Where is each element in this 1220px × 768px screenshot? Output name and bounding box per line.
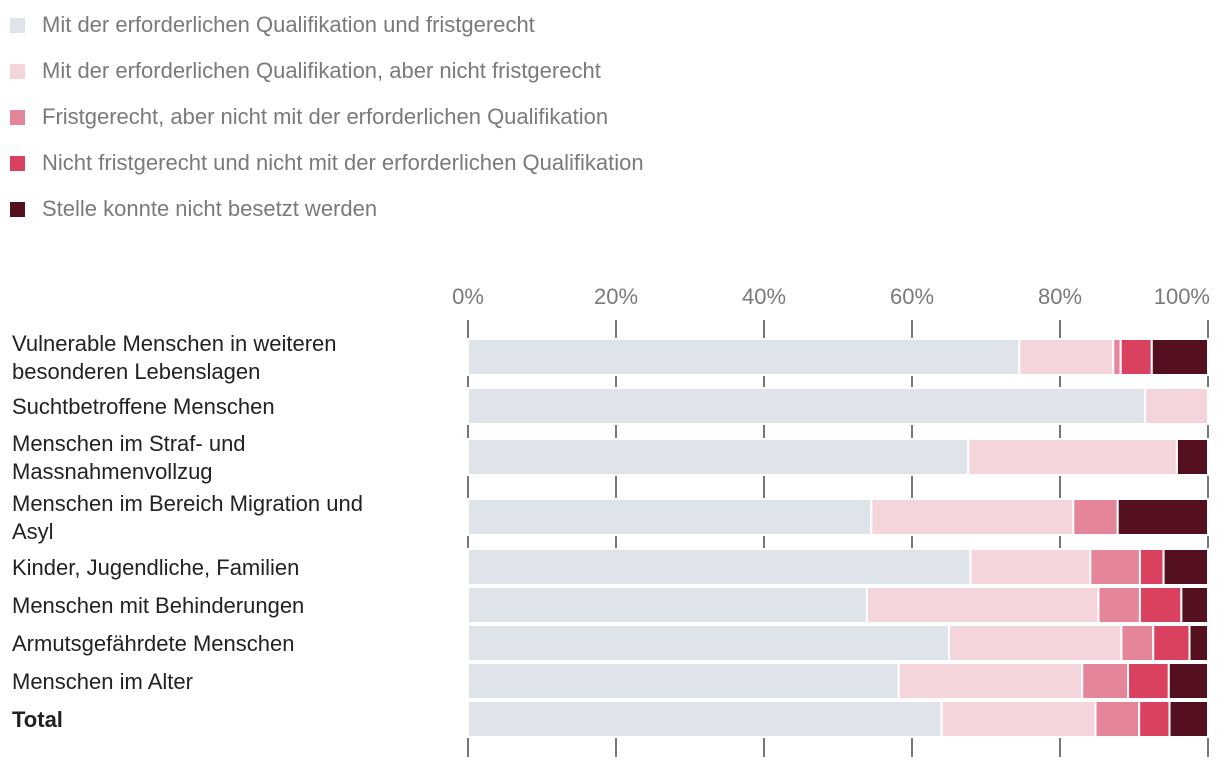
category-label-line: Massnahmenvollzug — [12, 459, 213, 484]
bar-segment-vulnerable-menschen-in-weiteren-besonderen-lebenslagen-series-3 — [1112, 338, 1122, 376]
category-label-menschen-im-straf-und-massnahmenvollzug: Menschen im Straf- und Massnahmenvollzug — [12, 431, 246, 484]
x-axis-ticks: 0% 20% 40% 60% 80% 100% — [452, 284, 1210, 309]
legend-label: Mit der erforderlichen Qualifikation und… — [42, 12, 535, 37]
bar-segment-menschen-im-alter-series-4 — [1127, 662, 1170, 700]
legend-label: Stelle konnte nicht besetzt werden — [42, 196, 378, 221]
bar-segment-total-series-3 — [1094, 700, 1141, 738]
bar-segment-armutsgefahrdete-menschen-series-5 — [1188, 624, 1209, 662]
bar-segment-menschen-im-alter-series-1 — [467, 662, 900, 700]
bar-segment-menschen-im-straf-und-massnahmenvollzug-series-1 — [467, 438, 970, 476]
bar-segment-menschen-mit-behinderungen-series-1 — [467, 586, 868, 624]
bar-segment-menschen-im-alter-series-2 — [897, 662, 1084, 700]
bars — [467, 338, 1210, 738]
category-label-line: Vulnerable Menschen in weiteren — [12, 331, 337, 356]
bar-segment-menschen-im-bereich-migration-und-asyl-series-5 — [1116, 498, 1209, 536]
bar-segment-kinder-jugendliche-familien-series-1 — [467, 548, 972, 586]
bar-segment-kinder-jugendliche-familien-series-2 — [969, 548, 1092, 586]
x-tick-label: 60% — [890, 284, 934, 309]
bar-segment-total-series-4 — [1138, 700, 1171, 738]
legend-label: Nicht fristgerecht und nicht mit der erf… — [42, 150, 644, 175]
bar-segment-vulnerable-menschen-in-weiteren-besonderen-lebenslagen-series-1 — [467, 338, 1021, 376]
bar-segment-suchtbetroffene-menschen-series-2 — [1144, 387, 1209, 425]
bar-segment-menschen-im-bereich-migration-und-asyl-series-3 — [1072, 498, 1119, 536]
bar-segment-menschen-mit-behinderungen-series-5 — [1180, 586, 1209, 624]
category-label-line: besonderen Lebenslagen — [12, 359, 260, 384]
x-tick-label: 40% — [742, 284, 786, 309]
legend-swatch — [10, 156, 25, 171]
category-label-line: Armutsgefährdete Menschen — [12, 631, 295, 656]
bar-segment-menschen-im-bereich-migration-und-asyl-series-1 — [467, 498, 873, 536]
legend-swatch — [10, 202, 25, 217]
category-label-line: Menschen im Bereich Migration und — [12, 491, 363, 516]
category-label-line: Asyl — [12, 519, 54, 544]
bar-segment-suchtbetroffene-menschen-series-1 — [467, 387, 1147, 425]
category-label-line: Total — [12, 707, 63, 732]
bar-segment-menschen-mit-behinderungen-series-3 — [1097, 586, 1141, 624]
bar-segment-menschen-mit-behinderungen-series-2 — [865, 586, 1100, 624]
x-tick-label: 80% — [1038, 284, 1082, 309]
bar-segment-kinder-jugendliche-familien-series-3 — [1089, 548, 1141, 586]
bar-segment-menschen-im-straf-und-massnahmenvollzug-series-2 — [967, 438, 1178, 476]
category-label-line: Suchtbetroffene Menschen — [12, 394, 275, 419]
bar-segment-menschen-im-straf-und-massnahmenvollzug-series-5 — [1175, 438, 1210, 476]
category-labels: Vulnerable Menschen in weiteren besondere… — [12, 331, 363, 732]
bar-segment-kinder-jugendliche-familien-series-4 — [1138, 548, 1165, 586]
category-label-line: Menschen im Straf- und — [12, 431, 246, 456]
category-label-line: Kinder, Jugendliche, Familien — [12, 555, 299, 580]
category-label-menschen-im-bereich-migration-und-asyl: Menschen im Bereich Migration und Asyl — [12, 491, 363, 544]
x-tick-label: 100% — [1154, 284, 1210, 309]
category-label-vulnerable-menschen-in-weiteren-besonderen-lebenslagen: Vulnerable Menschen in weiteren besondere… — [12, 331, 337, 384]
bar-segment-menschen-mit-behinderungen-series-4 — [1138, 586, 1183, 624]
category-label-armutsgefahrdete-menschen: Armutsgefährdete Menschen — [12, 631, 295, 656]
bar-segment-armutsgefahrdete-menschen-series-3 — [1120, 624, 1155, 662]
bar-segment-vulnerable-menschen-in-weiteren-besonderen-lebenslagen-series-5 — [1150, 338, 1210, 376]
x-tick-label: 0% — [452, 284, 484, 309]
bar-segment-total-series-2 — [940, 700, 1097, 738]
category-label-total: Total — [12, 707, 63, 732]
legend-label: Fristgerecht, aber nicht mit der erforde… — [42, 104, 609, 129]
category-label-kinder-jugendliche-familien: Kinder, Jugendliche, Familien — [12, 555, 299, 580]
category-label-menschen-im-alter: Menschen im Alter — [12, 669, 193, 694]
bar-segment-kinder-jugendliche-familien-series-5 — [1162, 548, 1209, 586]
category-label-menschen-mit-behinderungen: Menschen mit Behinderungen — [12, 593, 304, 618]
legend-label: Mit der erforderlichen Qualifikation, ab… — [42, 58, 601, 83]
bar-segment-vulnerable-menschen-in-weiteren-besonderen-lebenslagen-series-4 — [1119, 338, 1153, 376]
bar-segment-vulnerable-menschen-in-weiteren-besonderen-lebenslagen-series-2 — [1018, 338, 1115, 376]
bar-segment-menschen-im-alter-series-5 — [1167, 662, 1210, 700]
bar-segment-total-series-5 — [1168, 700, 1210, 738]
bar-segment-armutsgefahrdete-menschen-series-2 — [948, 624, 1123, 662]
bar-segment-armutsgefahrdete-menschen-series-1 — [467, 624, 950, 662]
x-tick-label: 20% — [594, 284, 638, 309]
bar-segment-menschen-im-alter-series-3 — [1081, 662, 1130, 700]
legend-swatch — [10, 64, 25, 79]
bar-segment-menschen-im-bereich-migration-und-asyl-series-2 — [870, 498, 1075, 536]
legend-swatch — [10, 18, 25, 33]
category-label-suchtbetroffene-menschen: Suchtbetroffene Menschen — [12, 394, 275, 419]
category-label-line: Menschen mit Behinderungen — [12, 593, 304, 618]
bar-segment-total-series-1 — [467, 700, 943, 738]
legend-swatch — [10, 110, 25, 125]
bar-segment-armutsgefahrdete-menschen-series-4 — [1152, 624, 1191, 662]
category-label-line: Menschen im Alter — [12, 669, 193, 694]
stacked-bar-chart: 0% 20% 40% 60% 80% 100% Vulnerable Menschen i… — [12, 284, 1210, 757]
